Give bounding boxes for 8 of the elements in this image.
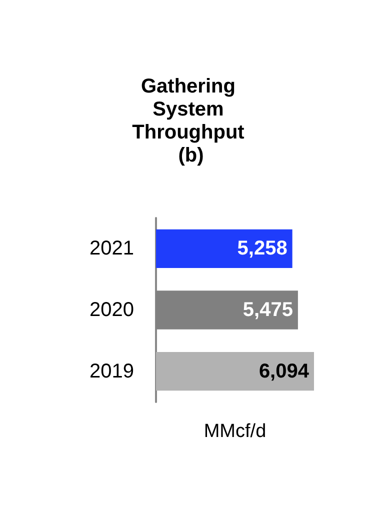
x-axis-title: MMcf/d <box>204 421 266 442</box>
data-label: 5,475 <box>242 299 293 321</box>
y-tick-label: 2020 <box>90 299 134 321</box>
y-tick-label: 2019 <box>90 360 134 382</box>
y-tick-label: 2021 <box>90 238 134 260</box>
data-label: 6,094 <box>258 360 310 382</box>
data-label: 5,258 <box>237 238 288 260</box>
chart-title: Gathering System Throughput (b) <box>132 76 250 166</box>
